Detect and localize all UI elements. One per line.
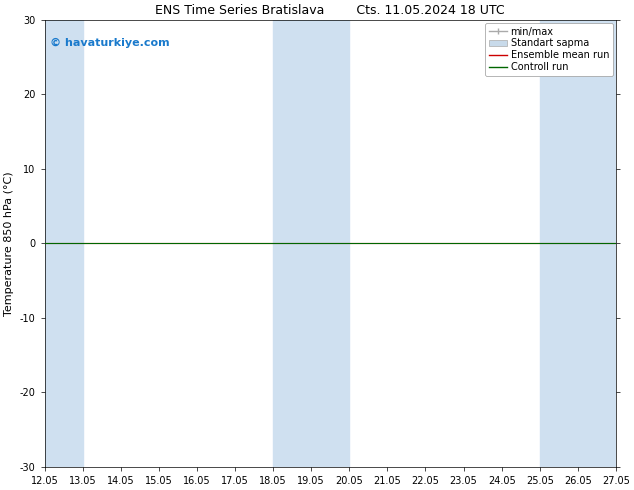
Bar bbox=[273, 20, 349, 467]
Title: ENS Time Series Bratislava        Cts. 11.05.2024 18 UTC: ENS Time Series Bratislava Cts. 11.05.20… bbox=[155, 4, 505, 17]
Bar bbox=[44, 20, 82, 467]
Text: © havaturkiye.com: © havaturkiye.com bbox=[50, 38, 170, 48]
Legend: min/max, Standart sapma, Ensemble mean run, Controll run: min/max, Standart sapma, Ensemble mean r… bbox=[485, 23, 613, 76]
Y-axis label: Temperature 850 hPa (°C): Temperature 850 hPa (°C) bbox=[4, 171, 14, 316]
Bar bbox=[540, 20, 616, 467]
